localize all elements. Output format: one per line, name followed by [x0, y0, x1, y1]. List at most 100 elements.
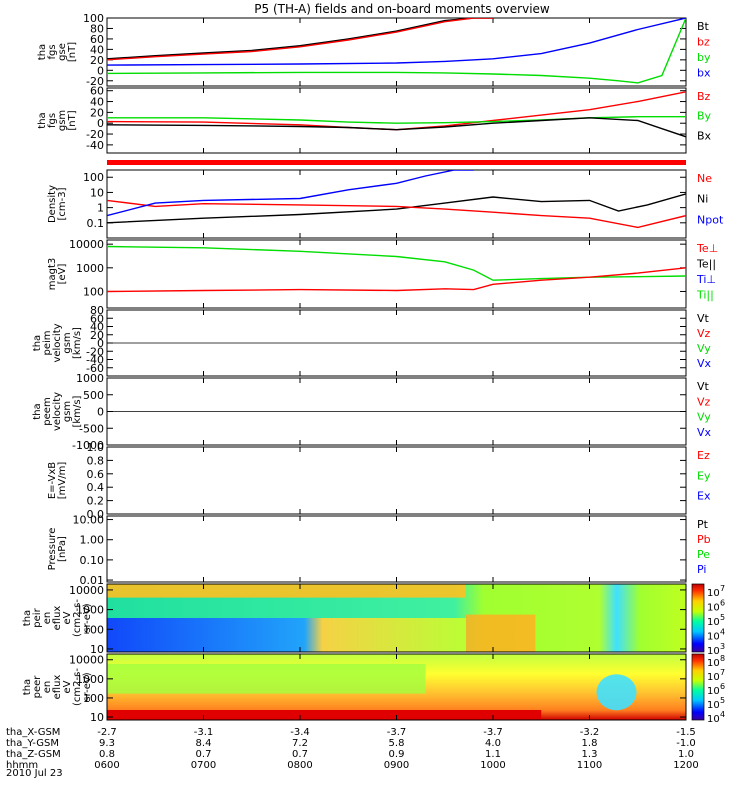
colorbar-label: 10	[707, 700, 720, 711]
spectrogram-cyan-blob	[596, 674, 637, 711]
y-axis-label: E=-VxB	[47, 462, 58, 499]
colorbar-label: 10	[707, 672, 720, 683]
x-row-label: hhmm	[6, 760, 38, 771]
y-tick-label: 1000	[76, 372, 104, 385]
x-row-value: 1000	[480, 760, 505, 771]
x-row-label: tha_Z-GSM	[6, 749, 61, 760]
colorbar-exponent: 6	[720, 682, 725, 691]
series-group	[107, 245, 686, 293]
y-tick-label: -1000	[72, 439, 104, 452]
x-row-value: -1.5	[676, 727, 696, 738]
y-axis-label: gse	[57, 43, 68, 61]
legend-green: Vy	[697, 342, 711, 355]
series-group	[107, 170, 686, 229]
legend-red: Ne	[697, 172, 712, 185]
legend-red: Bz	[697, 90, 711, 103]
colorbar-label: 10	[707, 603, 720, 614]
colorbar-exponent: 5	[720, 613, 725, 622]
y-tick-label: 100	[83, 692, 104, 705]
y-tick-label: 40	[90, 96, 104, 109]
legend-red: Te⊥	[696, 242, 718, 255]
y-axis-label: gsm	[62, 401, 73, 422]
panel-frame	[106, 87, 687, 154]
y-tick-label: 80	[90, 22, 104, 35]
y-axis-label: eV	[62, 680, 73, 693]
y-axis-label: gsm	[57, 110, 68, 131]
series-group	[107, 18, 686, 84]
series-line-Ne	[107, 199, 686, 229]
y-axis-label: [mV/m]	[57, 462, 68, 500]
legend-blue: Ex	[697, 490, 711, 503]
legend-black: Pt	[697, 518, 709, 531]
y-tick-label: 0.8	[87, 454, 105, 467]
spectrogram-high-band	[107, 584, 466, 598]
y-tick-label: 60	[90, 85, 104, 98]
y-axis-label: fgs	[47, 44, 58, 59]
x-row-value: 1100	[577, 760, 602, 771]
colorbar-label: 10	[707, 686, 720, 697]
legend-blue: Pi	[697, 563, 706, 576]
y-tick-label: -20	[86, 128, 104, 141]
x-row-value: -3.7	[483, 727, 503, 738]
y-tick-label: 500	[83, 389, 104, 402]
panel-frame	[106, 239, 687, 309]
y-axis-label: [km/s]	[72, 327, 83, 359]
y-axis-label: Density	[47, 185, 58, 223]
y-tick-label: 20	[90, 106, 104, 119]
colorbar-label: 10	[707, 588, 720, 599]
y-tick-label: -60	[86, 362, 104, 375]
x-row-value: 0.8	[99, 749, 115, 760]
panel-pressure: 10.00 1.00 0.10 0.01 Pressure [nPa] Pt Pb Pe Pi	[47, 514, 711, 587]
y-axis-label: tha	[32, 403, 43, 419]
y-axis-label: en	[42, 681, 53, 694]
spectrogram-mid-band	[465, 614, 536, 652]
y-tick-label: 1000	[76, 673, 104, 686]
x-row-value: -3.7	[387, 727, 407, 738]
x-row-value: 1200	[673, 760, 698, 771]
x-row-value: 9.3	[99, 738, 115, 749]
series-line-Te⊥	[107, 267, 686, 293]
y-tick-label: 0.4	[87, 481, 105, 494]
colorbar-exponent: 7	[720, 584, 725, 593]
y-tick-label: 10000	[69, 238, 104, 251]
y-axis-label: [eV]	[57, 264, 68, 285]
y-axis-label: sr-eV)	[82, 672, 93, 701]
y-tick-label: 0	[97, 64, 104, 77]
x-row-value: 0.7	[196, 749, 212, 760]
y-axis-label: peem	[42, 397, 53, 425]
y-tick-label: 40	[90, 321, 104, 334]
y-axis-label: eV	[62, 611, 73, 624]
y-axis-label: peim	[42, 330, 53, 355]
y-tick-label: 1.00	[80, 534, 105, 547]
y-tick-label: 100	[83, 623, 104, 636]
y-axis-label: tha	[22, 610, 33, 626]
spectrogram-low-band	[107, 618, 466, 652]
x-row-value: 0700	[191, 760, 216, 771]
legend-red: Ez	[697, 449, 710, 462]
series-line-Npot	[107, 170, 474, 217]
x-row-value: 5.8	[389, 738, 405, 749]
y-axis-label: eflux	[52, 675, 63, 700]
y-axis-label: Pressure	[47, 528, 58, 571]
y-axis-label: tha	[37, 112, 48, 128]
x-row-value: -2.7	[97, 727, 117, 738]
series-line-bx	[107, 18, 686, 66]
spectrogram-red-band	[107, 710, 542, 720]
y-axis-label: (cm2-s-	[72, 668, 83, 706]
x-row-label: tha_X-GSM	[6, 727, 60, 738]
legend-red: Vz	[697, 395, 711, 408]
legend-blue: Ti⊥	[696, 273, 716, 286]
x-row-value: 0.9	[389, 749, 405, 760]
y-axis-label: tha	[32, 335, 43, 351]
x-row-value: 0600	[94, 760, 119, 771]
y-axis-label: [nT]	[67, 110, 78, 130]
y-tick-label: 0.0	[87, 508, 105, 521]
panel-efield: 1.00.80.60.40.20.0 E=-VxB [mV/m] Ez Ey Ex	[47, 441, 711, 521]
panel-temperature: 10000 1000 100 magt3 [eV] Te⊥ Te|| Ti⊥ Ti||	[47, 238, 718, 309]
legend-black: Bt	[697, 20, 710, 33]
legend-black: Bx	[697, 129, 712, 142]
y-axis-label: en	[42, 612, 53, 625]
y-axis-label: peer	[32, 675, 43, 699]
